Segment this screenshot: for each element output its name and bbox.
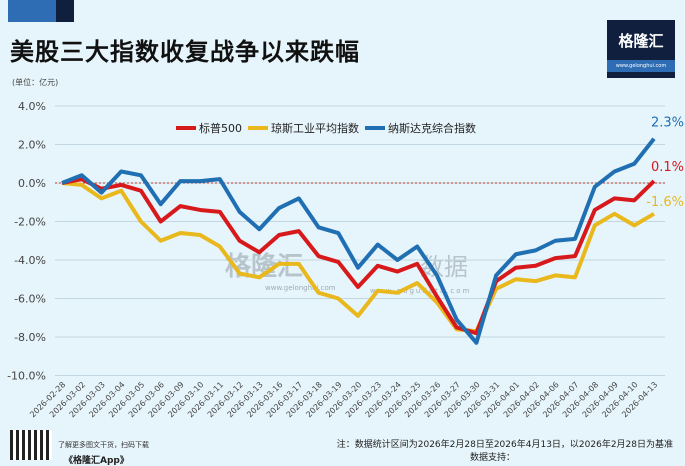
legend-label-nasdaq: 纳斯达克综合指数 <box>388 121 476 135</box>
end-label-nasdaq: 2.3% <box>651 116 684 131</box>
qr-caption: 了解更多图文干货，扫码下载 <box>58 440 149 450</box>
app-name: 《格隆汇App》 <box>64 453 129 466</box>
y-tick-label: -10.0% <box>7 370 46 383</box>
qr-code[interactable] <box>10 430 52 460</box>
watermark-gelonghui-url: www.gelonghui.com <box>265 284 336 292</box>
y-tick-label: -4.0% <box>14 254 46 267</box>
y-tick-label: 2.0% <box>18 139 46 152</box>
legend-label-sp500: 标普500 <box>199 121 242 135</box>
end-label-dow: -1.6% <box>646 195 684 210</box>
y-tick-label: 4.0% <box>18 100 46 113</box>
footnote: 注：数据统计区间为2026年2月28日至2026年4月13日，以2026年2月2… <box>337 437 673 450</box>
end-label-sp500: 0.1% <box>651 160 684 175</box>
legend-label-dow: 琼斯工业平均指数 <box>271 121 359 135</box>
series-line-sp500 <box>62 179 654 333</box>
series-line-nasdaq <box>62 139 654 343</box>
y-tick-label: -6.0% <box>14 293 46 306</box>
data-source: 数据支持： <box>470 450 515 463</box>
y-tick-label: -2.0% <box>14 216 46 229</box>
y-tick-label: 0.0% <box>18 177 46 190</box>
y-tick-label: -8.0% <box>14 331 46 344</box>
